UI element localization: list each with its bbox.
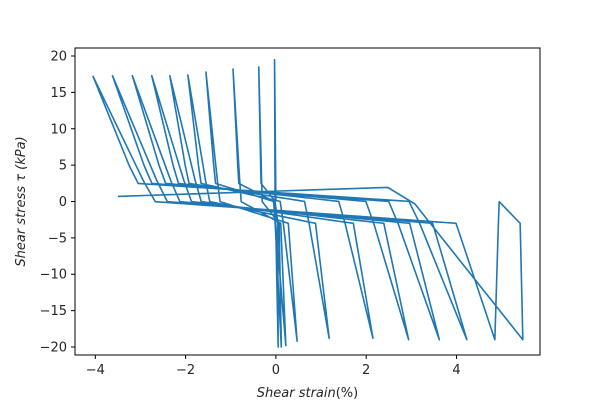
- x-tick-label: 0: [272, 363, 280, 378]
- y-tick-label: −5: [48, 231, 67, 246]
- x-axis-label: Shear strain(%): [257, 386, 358, 400]
- y-tick-label: −15: [40, 304, 67, 319]
- series-line: [92, 58, 524, 348]
- x-axis-ticks: −4 −2 0 2 4: [86, 355, 461, 378]
- plot-area: [92, 58, 524, 348]
- y-tick-label: 5: [59, 159, 67, 174]
- y-tick-label: 0: [59, 195, 67, 210]
- y-axis-ticks: −20 −15 −10 −5 0 5 10 15 20: [40, 50, 75, 355]
- y-axis-label: Shear stress τ (kPa): [14, 136, 29, 266]
- x-tick-label: −2: [176, 363, 195, 378]
- x-tick-label: −4: [86, 363, 105, 378]
- y-tick-label: −10: [40, 268, 67, 283]
- x-axis-label-unit: (%): [336, 386, 359, 400]
- y-tick-label: 20: [50, 50, 67, 65]
- x-tick-label: 4: [452, 363, 460, 378]
- y-tick-label: −20: [40, 340, 67, 355]
- x-tick-label: 2: [362, 363, 370, 378]
- y-tick-label: 10: [50, 122, 67, 137]
- x-axis-label-main: Shear strain: [257, 386, 336, 400]
- y-tick-label: 15: [50, 86, 67, 101]
